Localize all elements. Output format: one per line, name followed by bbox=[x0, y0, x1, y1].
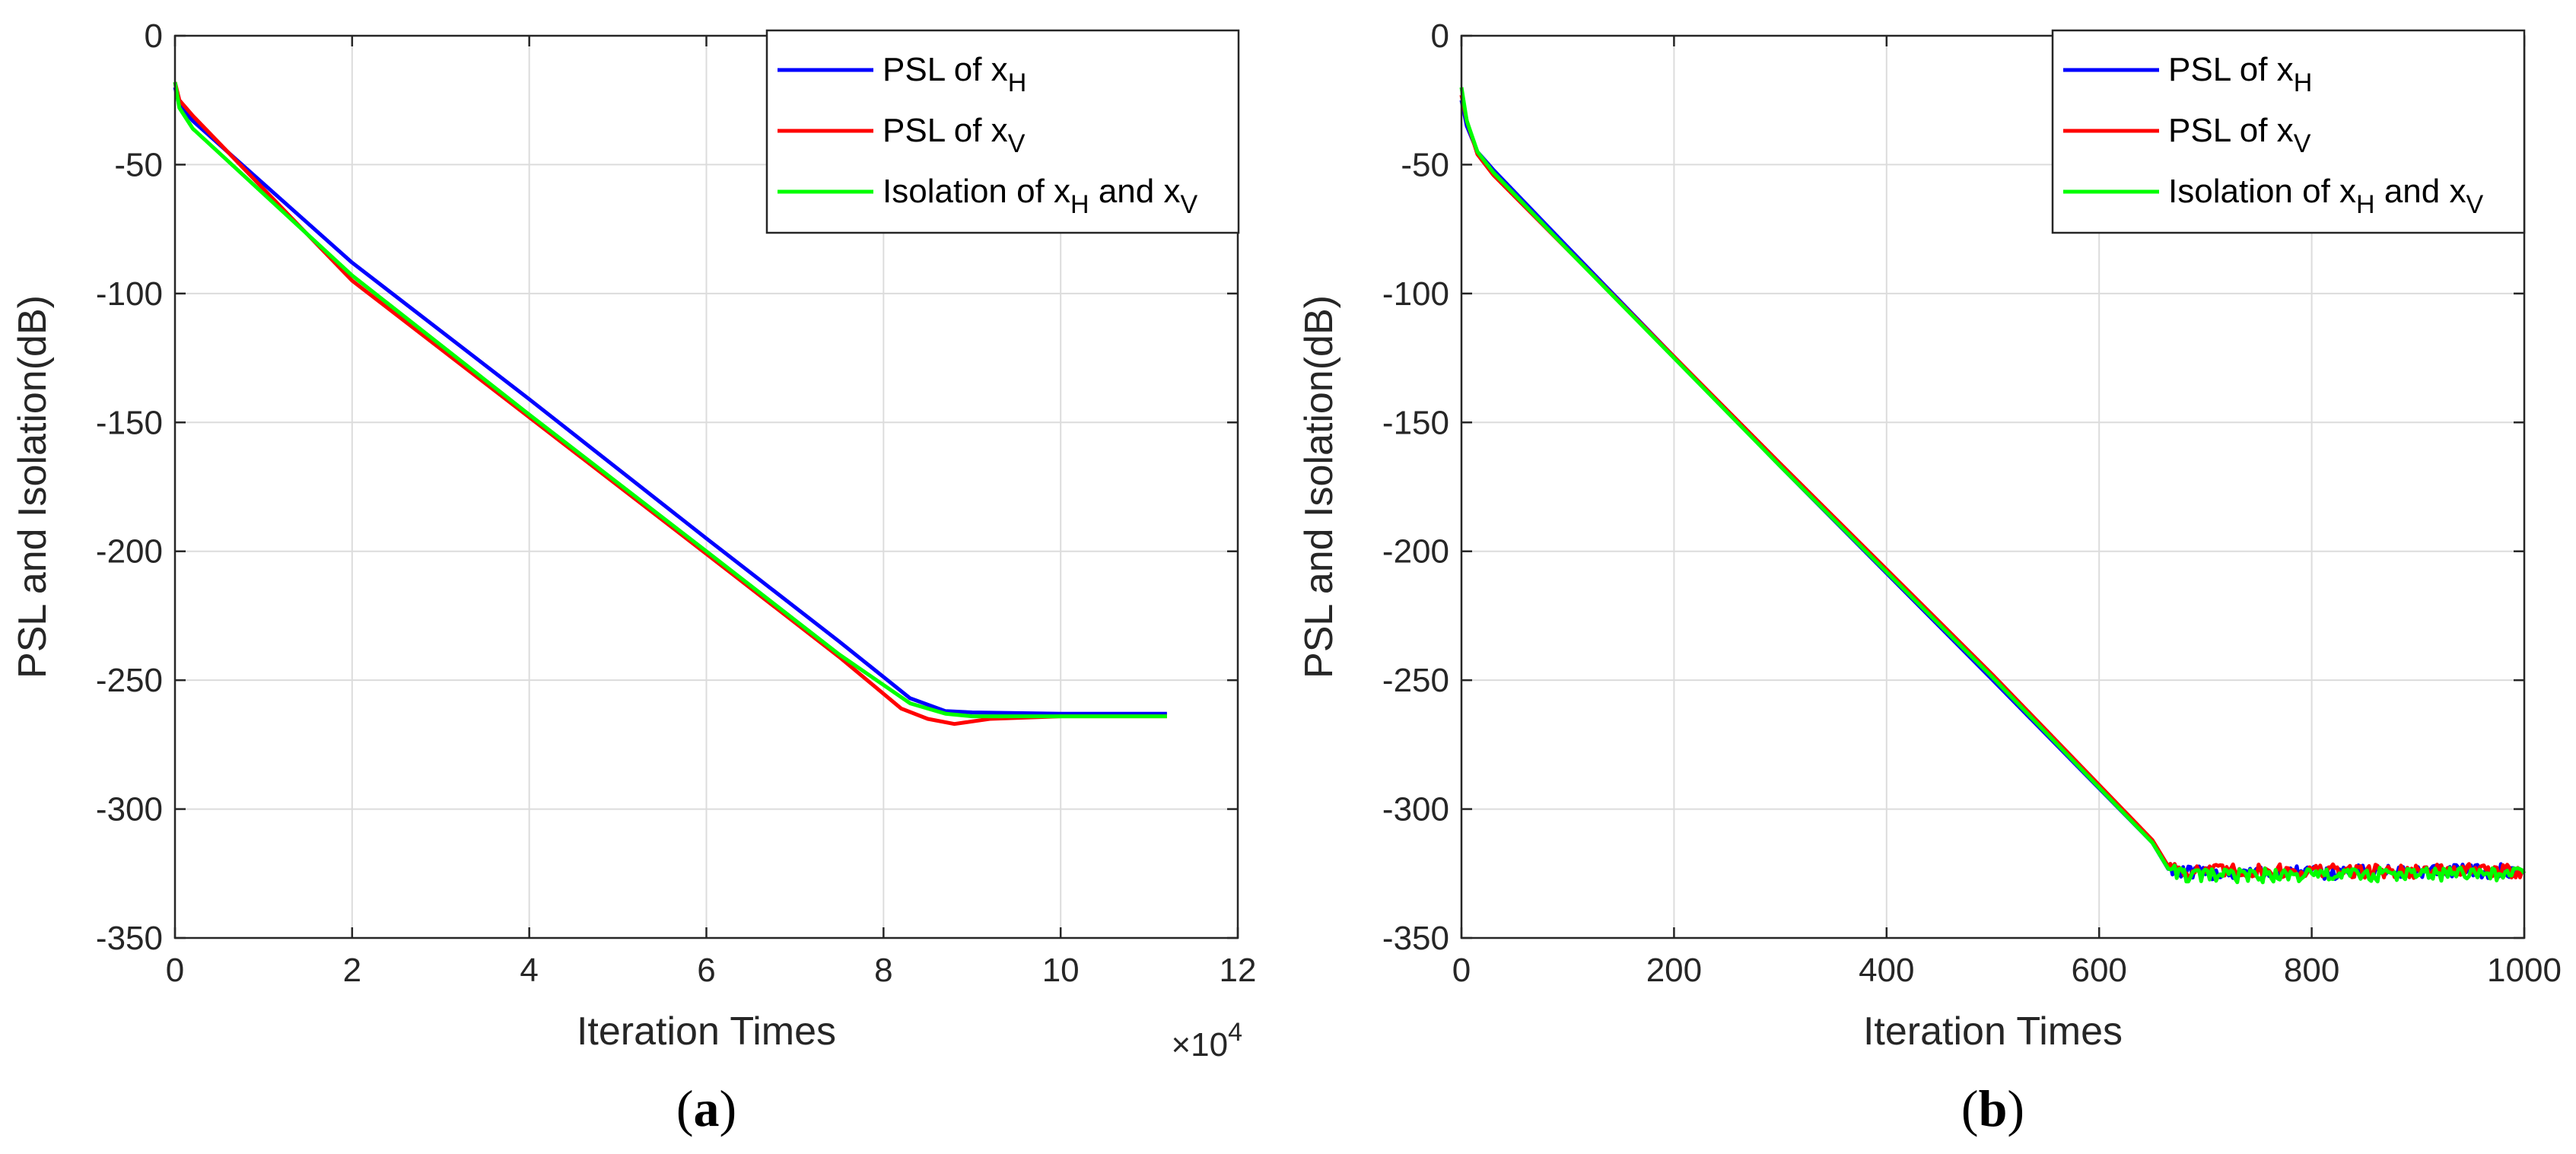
x-tick-label: 0 bbox=[1452, 952, 1471, 989]
y-tick-label: -250 bbox=[1382, 662, 1449, 699]
x-tick-label: 400 bbox=[1859, 952, 1914, 989]
panel-b: 0 200 400 600 800 1000 0 -50 -100 -150 -200 -250 -30… bbox=[1297, 17, 2562, 1137]
x-tick-label: 4 bbox=[520, 952, 538, 989]
x-axis-label: Iteration Times bbox=[577, 1009, 836, 1054]
series-line-2 bbox=[173, 81, 1167, 726]
y-tick-label: 0 bbox=[145, 17, 163, 55]
x-axis-multiplier: ×104 bbox=[1171, 1018, 1242, 1063]
x-tick-label: 800 bbox=[2284, 952, 2339, 989]
y-tick-label: -50 bbox=[1401, 146, 1449, 183]
y-tick-label: -100 bbox=[96, 275, 163, 313]
y-tick-label: -200 bbox=[96, 533, 163, 571]
panel-caption: (a) bbox=[676, 1079, 736, 1137]
x-tick-label: 12 bbox=[1220, 952, 1257, 989]
y-axis-label: PSL and Isolation(dB) bbox=[11, 295, 55, 679]
series-line-3 bbox=[173, 81, 1167, 719]
y-tick-label: -150 bbox=[96, 404, 163, 441]
y-tick-label: -250 bbox=[96, 662, 163, 699]
legend-entry-2: PSL of xV bbox=[883, 112, 1026, 158]
x-tick-label: 0 bbox=[166, 952, 184, 989]
panel-caption: (b) bbox=[1961, 1079, 2024, 1137]
legend: PSL of xH PSL of xV Isolation of xH and xV bbox=[2051, 29, 2526, 234]
y-tick-label: -150 bbox=[1382, 404, 1449, 441]
x-tick-label: 10 bbox=[1042, 952, 1080, 989]
y-tick-label: -50 bbox=[114, 146, 163, 183]
legend: PSL of xH PSL of xV Isolation of xH and xV bbox=[765, 29, 1240, 234]
x-tick-label: 200 bbox=[1646, 952, 1702, 989]
x-tick-label: 2 bbox=[343, 952, 361, 989]
y-axis-label: PSL and Isolation(dB) bbox=[1297, 295, 1341, 679]
legend-entry-2: PSL of xV bbox=[2168, 112, 2311, 158]
x-tick-label: 6 bbox=[697, 952, 715, 989]
x-axis-label: Iteration Times bbox=[1863, 1009, 2123, 1054]
legend-entry-3: Isolation of xH and xV bbox=[2168, 173, 2483, 219]
axes-box bbox=[1460, 34, 2526, 939]
x-tick-label: 1000 bbox=[2487, 952, 2562, 989]
y-tick-label: 0 bbox=[1431, 17, 1449, 55]
x-tick-label: 600 bbox=[2071, 952, 2126, 989]
y-tick-label: -350 bbox=[1382, 920, 1449, 957]
legend-entry-1: PSL of xH bbox=[883, 51, 1026, 97]
legend-entry-1: PSL of xH bbox=[2168, 51, 2312, 97]
y-tick-label: -300 bbox=[1382, 791, 1449, 828]
panel-a: 0 2 4 6 8 10 12 0 -50 -100 -150 -200 -250 -300 -350 Ite… bbox=[11, 17, 1256, 1137]
series-line-1 bbox=[173, 87, 1167, 716]
series-line-3 bbox=[1459, 87, 2527, 885]
x-tick-label: 8 bbox=[874, 952, 892, 989]
y-tick-label: -100 bbox=[1382, 275, 1449, 313]
y-tick-label: -350 bbox=[96, 920, 163, 957]
y-tick-label: -200 bbox=[1382, 533, 1449, 571]
y-tick-label: -300 bbox=[96, 791, 163, 828]
legend-entry-3: Isolation of xH and xV bbox=[883, 173, 1197, 219]
